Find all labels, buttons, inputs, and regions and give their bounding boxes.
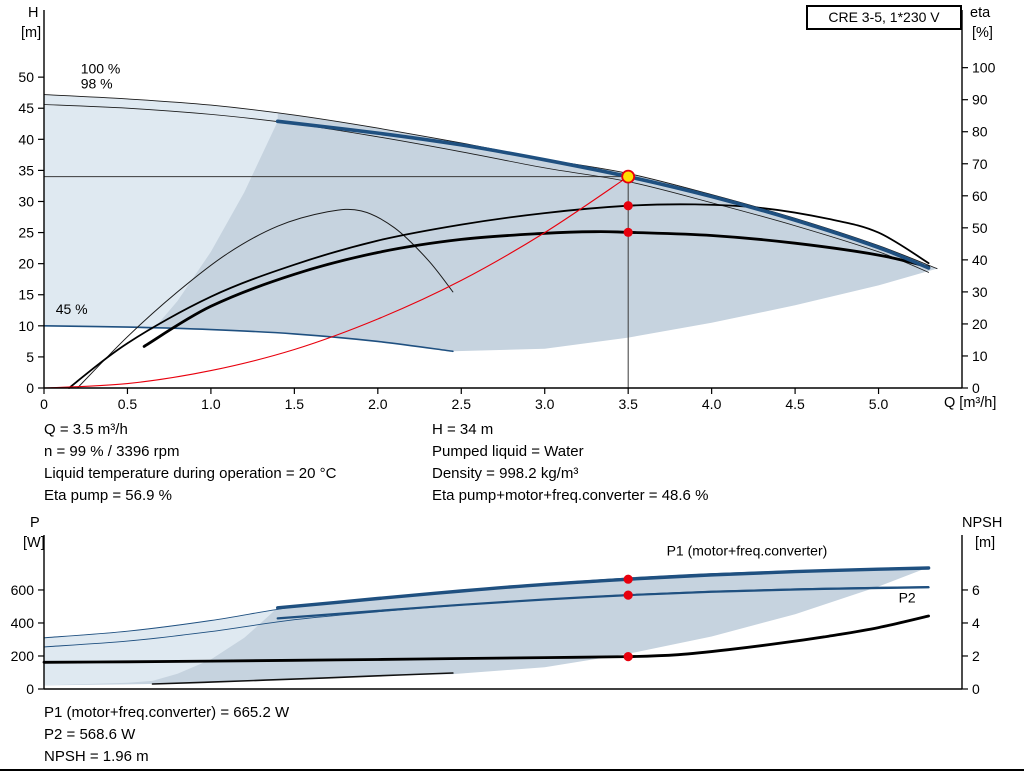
y-right-tick-label: 70 (972, 156, 988, 172)
x-tick-label: 4.0 (702, 396, 722, 412)
y-left-tick-label: 20 (18, 256, 34, 272)
info-h: H = 34 m (432, 421, 494, 438)
y-left-tick-label: 45 (18, 100, 34, 116)
y-right-tick-label: 4 (972, 615, 980, 631)
x-tick-label: 2.0 (368, 396, 388, 412)
eta-pump (68, 203, 930, 389)
eta-axis-title: eta (970, 5, 991, 21)
hq-98pct (43, 104, 929, 273)
hq-100pct-label: 100 % (81, 60, 121, 76)
eta-45pct (76, 208, 454, 389)
hq-45pct-label: 45 % (56, 301, 88, 317)
y-right-tick-label: 50 (972, 220, 988, 236)
power-envelope (44, 567, 929, 686)
x-tick-label: 1.5 (285, 396, 305, 412)
npsh-point (623, 652, 633, 662)
npsh-axis-title: NPSH (962, 515, 1003, 531)
p-min-speed (151, 672, 454, 685)
info-liquid: Pumped liquid = Water (432, 443, 584, 460)
info-eta-total: Eta pump+motor+freq.converter = 48.6 % (432, 487, 709, 504)
p1-duty-label: P1 (motor+freq.converter) (667, 543, 828, 559)
bottom-divider (0, 769, 1024, 771)
x-tick-label: 3.0 (535, 396, 555, 412)
x-tick-label: 5.0 (869, 396, 889, 412)
eta-axis-unit: [%] (972, 25, 993, 41)
y-left-tick-label: 600 (11, 582, 35, 598)
npsh-curve (42, 614, 930, 664)
hq-45pct (43, 325, 454, 353)
y-right-tick-label: 100 (972, 60, 996, 76)
y-left-tick-label: 0 (26, 681, 34, 697)
p-axis-title: P (30, 515, 40, 531)
y-left-tick-label: 35 (18, 162, 34, 178)
p2-duty-label: P2 (899, 589, 916, 605)
y-left-tick-label: 10 (18, 318, 34, 334)
operating-envelope (44, 94, 937, 352)
x-tick-label: 4.5 (785, 396, 805, 412)
system-curve (43, 176, 629, 389)
pump-model-box: CRE 3-5, 1*230 V (806, 5, 962, 30)
y-right-tick-label: 80 (972, 124, 988, 140)
y-right-tick-label: 30 (972, 284, 988, 300)
info-p2: P2 = 568.6 W (44, 726, 136, 743)
y-right-tick-label: 6 (972, 582, 980, 598)
q-axis-title: Q [m³/h] (944, 395, 997, 411)
info-p1: P1 (motor+freq.converter) = 665.2 W (44, 704, 290, 721)
h-axis-title: H (28, 5, 39, 21)
y-right-tick-label: 0 (972, 380, 980, 396)
x-tick-label: 0 (40, 396, 48, 412)
eta-pump-point (623, 201, 633, 211)
info-eta-pump: Eta pump = 56.9 % (44, 487, 172, 504)
info-temp: Liquid temperature during operation = 20… (44, 465, 337, 482)
y-left-tick-label: 0 (26, 380, 34, 396)
h-axis-unit: [m] (21, 25, 42, 41)
x-tick-label: 1.0 (201, 396, 221, 412)
npsh-axis-unit: [m] (975, 535, 996, 551)
p-axis-unit: [W] (23, 535, 45, 551)
p2-point (623, 590, 633, 600)
y-right-tick-label: 40 (972, 252, 988, 268)
eta-total-point (623, 227, 633, 237)
x-tick-label: 2.5 (452, 396, 472, 412)
y-left-tick-label: 40 (18, 131, 34, 147)
duty-point (621, 169, 636, 184)
y-right-tick-label: 2 (972, 648, 980, 664)
y-left-tick-label: 30 (18, 193, 34, 209)
x-tick-label: 0.5 (118, 396, 138, 412)
y-right-tick-label: 20 (972, 316, 988, 332)
power-envelope-light (44, 607, 278, 686)
eta-total (142, 230, 930, 348)
y-left-tick-label: 400 (11, 615, 35, 631)
x-tick-label: 3.5 (618, 396, 638, 412)
y-left-tick-label: 15 (18, 287, 34, 303)
y-left-tick-label: 25 (18, 225, 34, 241)
info-density: Density = 998.2 kg/m³ (432, 465, 579, 482)
envelope-left-light (44, 94, 278, 331)
y-right-tick-label: 90 (972, 92, 988, 108)
hq-98pct-label: 98 % (81, 75, 113, 91)
y-right-tick-label: 60 (972, 188, 988, 204)
info-npsh: NPSH = 1.96 m (44, 748, 149, 765)
p1-point (623, 574, 633, 584)
info-q: Q = 3.5 m³/h (44, 421, 128, 438)
y-right-tick-label: 10 (972, 348, 988, 364)
y-left-tick-label: 50 (18, 69, 34, 85)
y-left-tick-label: 5 (26, 349, 34, 365)
info-n: n = 99 % / 3396 rpm (44, 443, 180, 460)
y-left-tick-label: 200 (11, 648, 35, 664)
y-right-tick-label: 0 (972, 681, 980, 697)
